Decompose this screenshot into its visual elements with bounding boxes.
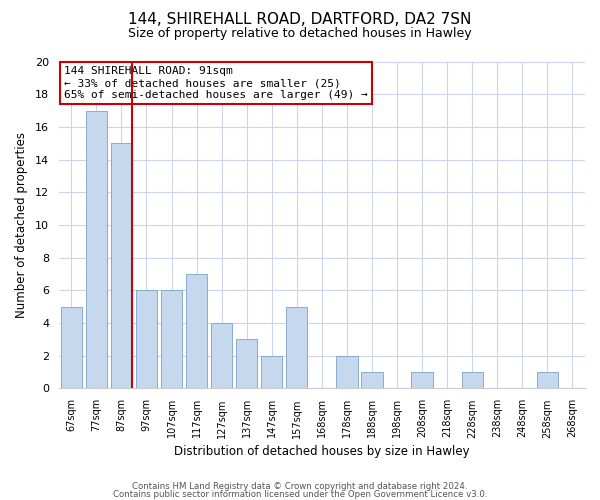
Bar bbox=[361, 372, 383, 388]
Y-axis label: Number of detached properties: Number of detached properties bbox=[15, 132, 28, 318]
Bar bbox=[86, 110, 107, 388]
Bar bbox=[537, 372, 558, 388]
Bar bbox=[61, 306, 82, 388]
Text: Contains public sector information licensed under the Open Government Licence v3: Contains public sector information licen… bbox=[113, 490, 487, 499]
Bar bbox=[337, 356, 358, 388]
Bar bbox=[461, 372, 483, 388]
Bar bbox=[136, 290, 157, 388]
Bar bbox=[236, 340, 257, 388]
X-axis label: Distribution of detached houses by size in Hawley: Distribution of detached houses by size … bbox=[174, 444, 470, 458]
Text: 144 SHIREHALL ROAD: 91sqm
← 33% of detached houses are smaller (25)
65% of semi-: 144 SHIREHALL ROAD: 91sqm ← 33% of detac… bbox=[64, 66, 368, 100]
Bar bbox=[211, 323, 232, 388]
Bar bbox=[161, 290, 182, 388]
Bar bbox=[412, 372, 433, 388]
Bar bbox=[186, 274, 207, 388]
Bar bbox=[286, 306, 307, 388]
Text: 144, SHIREHALL ROAD, DARTFORD, DA2 7SN: 144, SHIREHALL ROAD, DARTFORD, DA2 7SN bbox=[128, 12, 472, 28]
Text: Size of property relative to detached houses in Hawley: Size of property relative to detached ho… bbox=[128, 28, 472, 40]
Text: Contains HM Land Registry data © Crown copyright and database right 2024.: Contains HM Land Registry data © Crown c… bbox=[132, 482, 468, 491]
Bar bbox=[261, 356, 283, 388]
Bar bbox=[111, 143, 132, 388]
